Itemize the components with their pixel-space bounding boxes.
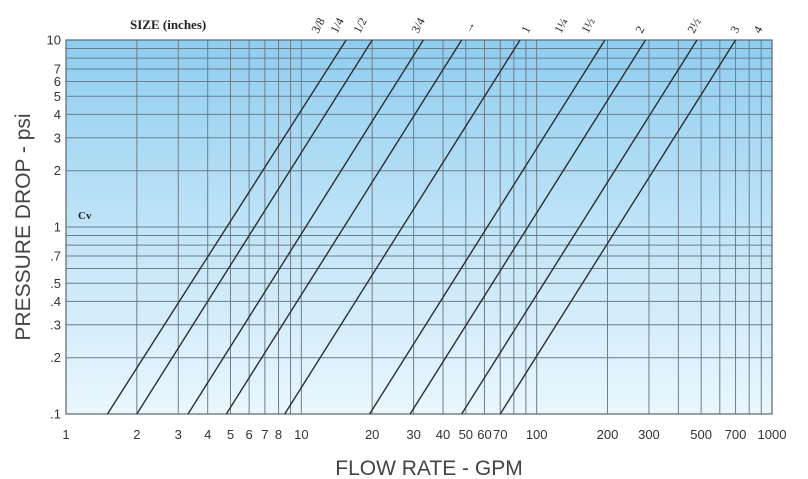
- size-line: [409, 39, 647, 415]
- x-tick-label: 300: [638, 427, 660, 442]
- x-tick-label: 1: [62, 427, 69, 442]
- y-tick-label: .5: [50, 276, 61, 291]
- size-label: 1½: [578, 16, 597, 36]
- size-label: 1/2: [350, 15, 370, 35]
- y-tick-label: 5: [54, 89, 61, 104]
- y-tick-label: 4: [54, 107, 61, 122]
- plot-frame: [65, 39, 773, 415]
- x-tick-label: 50: [459, 427, 473, 442]
- size-line: [499, 39, 737, 415]
- grid: [65, 39, 773, 415]
- y-tick-label: 1: [54, 220, 61, 235]
- x-axis-title: FLOW RATE - GPM: [335, 457, 522, 479]
- x-tick-label: 500: [690, 427, 712, 442]
- size-line: [225, 39, 463, 415]
- x-tick-label: 10: [294, 427, 308, 442]
- x-tick-label: 40: [436, 427, 450, 442]
- x-tick-label: 7: [261, 427, 268, 442]
- size-label: 4: [750, 24, 765, 36]
- x-tick-label: 1000: [758, 427, 787, 442]
- y-tick-label: .2: [50, 350, 61, 365]
- x-tick-labels: 1 2 3 4 5 6 7 8 10 20 30 40 50 60 70 100 200 300 500 700 100…: [62, 427, 786, 442]
- x-tick-label: 5: [227, 427, 234, 442]
- x-tick-label: 200: [597, 427, 619, 442]
- x-tick-label: 8: [275, 427, 282, 442]
- x-tick-label: 30: [406, 427, 420, 442]
- x-tick-label: 70: [493, 427, 507, 442]
- y-tick-labels: .1 .2 .3 .4 .5 .7 1 2 3 4 567 10: [47, 33, 61, 422]
- y-tick-label: .4: [50, 294, 61, 309]
- size-line: [136, 39, 373, 415]
- size-label: 3/8: [308, 15, 328, 35]
- y-tick-label: 2: [54, 163, 61, 178]
- size-label: 2: [632, 24, 647, 36]
- size-line: [368, 39, 606, 415]
- size-lines: [106, 39, 737, 415]
- size-label: 2½: [684, 16, 703, 36]
- size-label: 1/4: [327, 15, 347, 35]
- x-tick-label: 100: [526, 427, 548, 442]
- size-label: 1: [518, 24, 533, 36]
- x-tick-label: 700: [725, 427, 747, 442]
- x-tick-label: 2: [133, 427, 140, 442]
- y-axis-title: PRESSURE DROP - psi: [12, 113, 35, 340]
- x-tick-label: 6: [246, 427, 253, 442]
- size-label: 3: [727, 24, 742, 36]
- chart-title: SIZE (inches): [130, 17, 206, 32]
- size-labels: 3/8 1/4 1/2 3/4 → 1 1¼ 1½ 2 2½ 3 4: [308, 15, 765, 35]
- x-tick-label: 4: [204, 427, 211, 442]
- x-tick-label: 20: [365, 427, 379, 442]
- size-label: 1¼: [551, 16, 570, 36]
- size-label: →: [460, 18, 478, 35]
- x-tick-label: 3: [175, 427, 182, 442]
- y-tick-label: .7: [50, 248, 61, 263]
- y-tick-label: 7: [54, 61, 61, 76]
- size-line: [106, 39, 347, 415]
- size-line: [284, 39, 521, 415]
- size-line: [461, 39, 698, 415]
- y-tick-label: 10: [47, 33, 61, 48]
- x-tick-label: 60: [477, 427, 491, 442]
- y-tick-label: 3: [54, 130, 61, 145]
- y-tick-label: 6: [54, 74, 61, 89]
- y-tick-label: .1: [50, 407, 61, 422]
- size-line: [187, 39, 424, 415]
- y-tick-label: .3: [50, 317, 61, 332]
- size-label: 3/4: [408, 15, 428, 35]
- cv-annotation: Cv: [78, 210, 92, 222]
